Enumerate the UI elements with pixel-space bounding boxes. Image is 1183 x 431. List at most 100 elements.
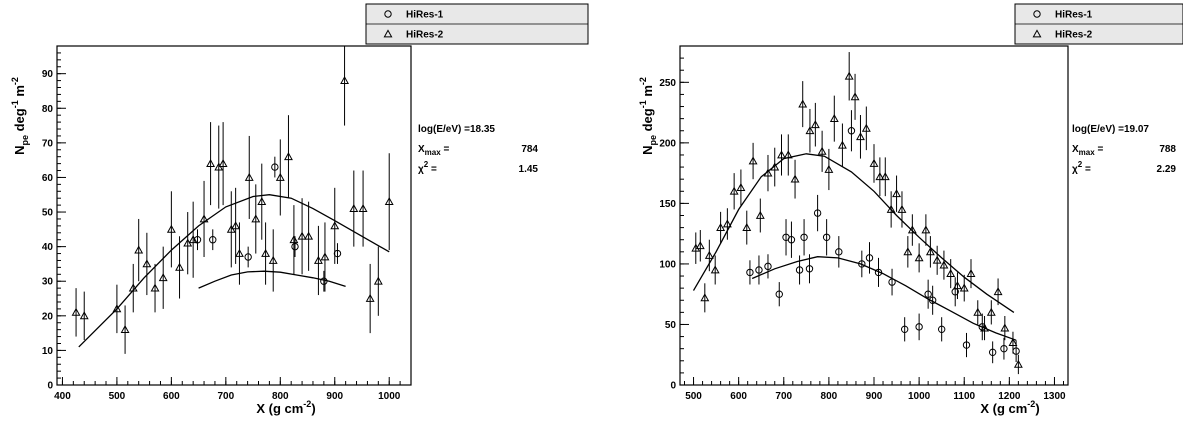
legend-triangle-icon: [383, 29, 393, 38]
hires2-point: [1000, 323, 1010, 332]
hires2-point: [700, 293, 710, 302]
x-axis-title: X (g cm-2): [980, 399, 1039, 416]
hires1-point: [915, 323, 923, 331]
hires2-point: [837, 140, 847, 149]
y-tick-label: 50: [665, 320, 677, 331]
chart-1: 400 500 600 700 800 900 1000 0 10 20 30 40 50 60 70 80 9…: [10, 3, 589, 416]
hires2-point: [234, 248, 244, 257]
hires2-point: [897, 204, 907, 213]
y-tick-label: 30: [42, 277, 54, 288]
hires2-point: [783, 150, 793, 159]
hires1-point: [795, 266, 804, 274]
hires2-point: [244, 172, 254, 181]
hires2-point: [856, 132, 865, 141]
hires2-point: [261, 248, 271, 257]
legend-circle-icon: [384, 10, 392, 18]
hires2-point: [748, 156, 758, 165]
hires2-point: [959, 283, 969, 292]
y-tick-label: 200: [659, 138, 676, 149]
hires2-point: [880, 172, 890, 181]
chi2-value: 1.45: [519, 164, 539, 175]
hires2-point: [199, 214, 209, 223]
x-tick-label: 1200: [998, 391, 1021, 402]
hires1-point: [937, 325, 946, 334]
hires2-point: [736, 183, 746, 192]
hires2-point: [907, 225, 917, 234]
hires1-point: [764, 262, 772, 271]
legend-label: HiRes-1: [1055, 10, 1093, 21]
hires2-point: [284, 152, 293, 161]
hires2-point: [112, 304, 122, 313]
hires1-point: [835, 248, 843, 256]
hires2-point: [892, 189, 902, 198]
hires1-point: [209, 236, 217, 244]
fit-curve: [751, 256, 1017, 341]
x-tick-label: 500: [685, 391, 702, 402]
hires2-point: [175, 262, 184, 271]
hires1-point: [988, 348, 997, 357]
hires2-point: [79, 311, 89, 320]
hires2-point: [330, 221, 340, 230]
hires2-point: [953, 281, 962, 290]
hires1-point: [888, 278, 896, 286]
hires2-point: [980, 323, 989, 332]
hires2-point: [268, 255, 278, 264]
hires2-point: [231, 221, 241, 230]
legend-label: HiRes-1: [406, 10, 444, 21]
y-tick-label: 20: [42, 311, 54, 322]
hires2-point: [805, 126, 815, 135]
hires1-point: [822, 233, 831, 241]
y-tick-label: 0: [670, 381, 676, 392]
y-tick-label: 250: [659, 78, 676, 89]
x-tick-label: 700: [217, 391, 234, 402]
hires2-point: [1008, 337, 1018, 347]
hires1-point: [874, 268, 883, 277]
x-tick-label: 900: [326, 391, 343, 402]
y-tick-label: 80: [42, 104, 54, 115]
hires2-point: [716, 222, 726, 231]
x-tick-label: 700: [775, 391, 792, 402]
hires2-point: [798, 99, 808, 108]
chart-2: 500 600 700 800 900 1000 1100 1200 1300 0 50 100 150…: [638, 3, 1183, 416]
hires2-point: [304, 231, 314, 240]
xmax-label: Xmax =: [418, 144, 449, 157]
hires1-point: [1000, 344, 1008, 353]
y-tick-label: 90: [42, 69, 54, 80]
x-tick-label: 900: [866, 391, 883, 402]
hires2-point: [850, 92, 860, 101]
energy-label: log(E/eV) =19.07: [1072, 124, 1149, 135]
y-tick-label: 0: [47, 381, 53, 392]
x-tick-label: 1100: [953, 391, 975, 402]
hires1-point: [924, 290, 932, 298]
chi2-label: χ2 =: [418, 160, 437, 175]
legend-label: HiRes-2: [406, 30, 444, 41]
hires2-point: [1013, 359, 1023, 368]
fit-curve: [692, 153, 1015, 313]
hires2-point: [340, 75, 350, 84]
hires1-point: [244, 253, 252, 261]
hires2-point: [763, 168, 773, 177]
hires2-point: [844, 71, 854, 80]
hires2-point: [206, 158, 216, 167]
hires2-point: [903, 247, 913, 256]
legend-triangle-icon: [1032, 29, 1042, 38]
hires2-point: [770, 162, 780, 171]
hires2-point: [358, 203, 368, 212]
hires2-point: [861, 123, 871, 132]
hires1-point: [962, 341, 971, 349]
hires2-point: [320, 252, 330, 261]
hires2-point: [297, 231, 307, 240]
x-tick-label: 800: [272, 391, 289, 402]
hires2-point: [150, 283, 160, 292]
hires2-point: [188, 235, 198, 244]
y-axis-title: Npe deg-1 m-2: [10, 77, 30, 155]
plot-frame: [56, 45, 412, 386]
hires2-point: [71, 307, 81, 316]
hires2-point: [218, 158, 228, 167]
hires2-point: [251, 214, 261, 223]
hires2-point: [755, 210, 765, 219]
plot-frame: [679, 45, 1069, 386]
hires2-point: [349, 203, 359, 212]
hires1-point: [805, 265, 814, 273]
